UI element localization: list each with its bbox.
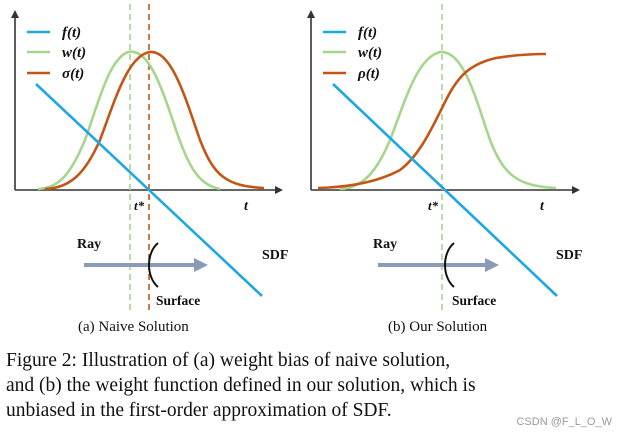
left-legend-sigma-label: σ(t): [62, 66, 84, 82]
right-legend-rho-label: ρ(t): [357, 66, 380, 82]
right-subcaption: (b) Our Solution: [388, 319, 488, 335]
right-sdf-label: SDF: [556, 248, 582, 263]
right-panel: f(t) w(t) ρ(t) t* t Ray SDF Surface (b) …: [307, 4, 582, 335]
left-sigma-curve: [44, 50, 265, 191]
caption-line-2: and (b) the weight function defined in o…: [6, 375, 476, 396]
caption-line-1: Figure 2: Illustration of (a) weight bia…: [6, 350, 451, 371]
right-t-axis-label: t: [540, 199, 545, 214]
left-ray-arrowhead: [194, 258, 208, 272]
right-f-line: [332, 83, 558, 297]
left-t-star-label: t*: [134, 198, 145, 213]
csdn-watermark: CSDN @F_L_O_W: [516, 416, 612, 428]
left-subcaption: (a) Naive Solution: [78, 319, 189, 335]
right-surface-label: Surface: [452, 293, 496, 308]
left-t-axis-label: t: [244, 199, 249, 214]
figure-caption: Figure 2: Illustration of (a) weight bia…: [6, 348, 606, 423]
figure-canvas: f(t) w(t) σ(t) t* t Ray SDF Surface (a) …: [11, 4, 582, 335]
right-rho-curve: [317, 52, 547, 190]
caption-line-3: unbiased in the first-order approximatio…: [6, 400, 392, 421]
right-legend-w-label: w(t): [358, 45, 382, 61]
right-ray-label: Ray: [373, 237, 397, 252]
left-surface-arc: [148, 242, 159, 288]
left-w-curve: [37, 50, 221, 191]
left-sdf-label: SDF: [262, 248, 288, 263]
right-ray-arrowhead: [485, 258, 499, 272]
left-legend-f-label: f(t): [62, 25, 81, 41]
right-t-star-label: t*: [428, 198, 439, 213]
left-panel: f(t) w(t) σ(t) t* t Ray SDF Surface (a) …: [11, 4, 288, 335]
right-surface-arc: [444, 242, 455, 288]
right-w-curve: [339, 50, 557, 191]
left-surface-label: Surface: [156, 293, 200, 308]
left-f-line: [35, 83, 263, 297]
right-legend-f-label: f(t): [358, 25, 377, 41]
left-legend-w-label: w(t): [62, 45, 86, 61]
left-ray-label: Ray: [77, 237, 101, 252]
